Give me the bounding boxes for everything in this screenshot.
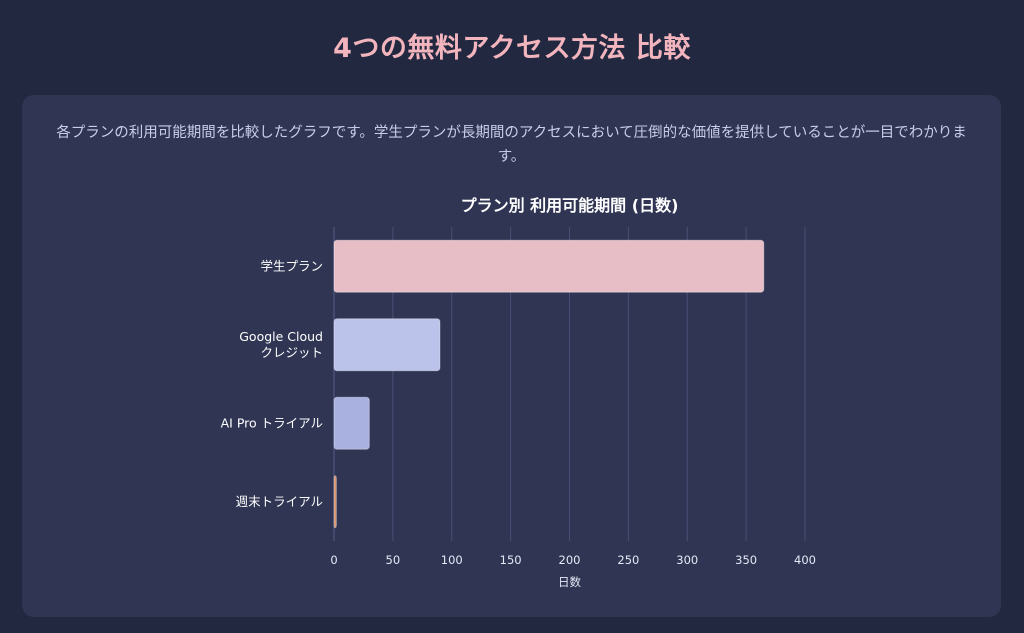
y-category-label: AI Pro トライアル (221, 415, 323, 430)
x-tick-label: 400 (794, 553, 816, 567)
y-category-label: 週末トライアル (236, 494, 323, 509)
x-tick-label: 300 (676, 553, 698, 567)
y-category-label: 学生プラン (260, 258, 323, 273)
bar (333, 239, 765, 293)
chart-description: 各プランの利用可能期間を比較したグラフです。学生プランが長期間のアクセスにおいて… (56, 125, 967, 165)
bar (333, 396, 370, 450)
page-title: 4つの無料アクセス方法 比較 (333, 33, 691, 64)
bar (333, 475, 337, 529)
bar (333, 318, 441, 372)
x-tick-label: 50 (386, 553, 401, 567)
bar-chart: プラン別 利用可能期間 (日数) 0 50 100 150 200 250 300 350 400… (221, 196, 816, 589)
y-category-label: Google Cloud (239, 329, 323, 344)
x-tick-label: 150 (500, 553, 522, 567)
x-tick-label: 100 (441, 553, 463, 567)
x-tick-label: 350 (735, 553, 757, 567)
y-category-label: クレジット (260, 345, 323, 360)
chart-title: プラン別 利用可能期間 (日数) (461, 196, 679, 215)
x-tick-label: 250 (617, 553, 639, 567)
x-tick-label: 0 (330, 553, 337, 567)
x-tick-label: 200 (559, 553, 581, 567)
x-axis-label: 日数 (558, 575, 581, 589)
chart-card: 各プランの利用可能期間を比較したグラフです。学生プランが長期間のアクセスにおいて… (22, 95, 1001, 617)
